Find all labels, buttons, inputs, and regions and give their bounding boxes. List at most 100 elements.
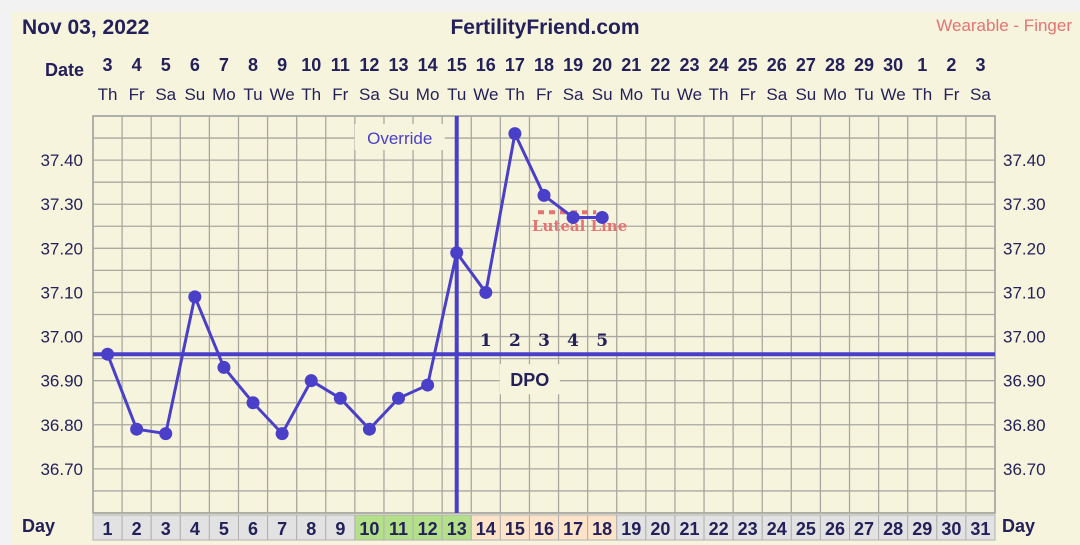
weekday-label: We bbox=[881, 85, 906, 104]
override-label: Override bbox=[367, 129, 432, 148]
date-label: 8 bbox=[248, 55, 258, 75]
weekday-label: Fr bbox=[943, 85, 959, 104]
temperature-point bbox=[275, 427, 289, 441]
day-number: 15 bbox=[505, 519, 525, 539]
y-tick-label-right: 37.30 bbox=[1003, 195, 1046, 214]
day-number: 1 bbox=[103, 519, 113, 539]
date-label: 16 bbox=[476, 55, 496, 75]
weekday-label: Sa bbox=[970, 85, 991, 104]
day-number: 28 bbox=[883, 519, 903, 539]
day-number: 11 bbox=[389, 519, 408, 539]
date-label: 29 bbox=[854, 55, 874, 75]
temperature-point bbox=[566, 210, 580, 224]
day-cell bbox=[761, 514, 792, 541]
day-cell bbox=[92, 514, 123, 541]
date-label: 1 bbox=[917, 55, 927, 75]
weekday-label: Fr bbox=[332, 85, 348, 104]
temperature-point bbox=[450, 246, 464, 260]
weekday-label: We bbox=[270, 85, 295, 104]
weekday-label: We bbox=[473, 85, 498, 104]
date-row-label: Date bbox=[45, 60, 84, 80]
temperature-point bbox=[130, 422, 144, 436]
y-tick-label-left: 36.80 bbox=[40, 416, 83, 435]
weekday-label: Th bbox=[912, 85, 932, 104]
day-cell bbox=[412, 514, 443, 541]
dpo-label-bg bbox=[499, 364, 560, 395]
y-tick-label-left: 37.20 bbox=[40, 239, 83, 258]
day-number: 8 bbox=[306, 519, 316, 539]
date-label: 22 bbox=[650, 55, 670, 75]
temperature-line bbox=[106, 128, 603, 437]
day-row-label-right: Day bbox=[1002, 516, 1035, 536]
day-cell bbox=[470, 514, 501, 541]
day-cell bbox=[528, 514, 560, 541]
y-tick-label-right: 37.20 bbox=[1003, 239, 1046, 258]
chart-panel: Nov 03, 2022 FertilityFriend.com Wearabl… bbox=[12, 12, 1080, 545]
date-label: 26 bbox=[767, 55, 787, 75]
temperature-point bbox=[159, 427, 173, 441]
weekday-label: Mo bbox=[823, 85, 847, 104]
day-number: 25 bbox=[796, 519, 816, 539]
y-tick-label-right: 37.10 bbox=[1003, 283, 1046, 302]
day-cell bbox=[878, 514, 909, 541]
date-label: 9 bbox=[277, 55, 287, 75]
y-tick-label-right: 37.40 bbox=[1003, 151, 1046, 170]
day-cell bbox=[383, 514, 414, 541]
temperature-point bbox=[421, 378, 435, 392]
temperature-point bbox=[392, 391, 406, 405]
weekday-label: Th bbox=[98, 85, 118, 104]
day-cell bbox=[819, 514, 851, 541]
day-number: 9 bbox=[335, 519, 345, 539]
weekday-label: Su bbox=[184, 85, 205, 104]
date-label: 18 bbox=[534, 55, 554, 75]
day-cell bbox=[587, 514, 618, 541]
day-row-label-left: Day bbox=[22, 516, 55, 536]
source-label: Wearable - Finger bbox=[936, 16, 1072, 35]
y-tick-label-left: 36.70 bbox=[40, 460, 83, 479]
luteal-line-label: Luteal Line bbox=[532, 217, 627, 235]
day-cell bbox=[208, 514, 239, 541]
temperature-point bbox=[362, 422, 376, 436]
date-label: 12 bbox=[359, 55, 379, 75]
day-number: 7 bbox=[277, 519, 287, 539]
day-number: 2 bbox=[132, 519, 142, 539]
weekday-label: Mo bbox=[212, 85, 236, 104]
day-number: 20 bbox=[650, 519, 670, 539]
day-cell bbox=[325, 514, 356, 541]
day-cell bbox=[150, 514, 181, 541]
weekday-label: Th bbox=[505, 85, 525, 104]
dpo-number: 1 bbox=[480, 331, 492, 351]
temperature-point bbox=[479, 285, 493, 299]
date-label: 11 bbox=[331, 55, 350, 75]
weekday-label: Su bbox=[388, 85, 409, 104]
date-label: 5 bbox=[161, 55, 171, 75]
day-number: 19 bbox=[621, 519, 641, 539]
date-label: 10 bbox=[301, 55, 321, 75]
dpo-number: 2 bbox=[509, 331, 521, 351]
chart-date: Nov 03, 2022 bbox=[22, 16, 149, 39]
day-cell bbox=[790, 514, 821, 541]
weekday-label: Fr bbox=[129, 85, 145, 104]
day-number: 5 bbox=[219, 519, 229, 539]
dpo-number: 3 bbox=[538, 331, 550, 351]
day-number: 16 bbox=[534, 519, 554, 539]
temperature-point bbox=[246, 396, 260, 410]
dpo-number: 4 bbox=[567, 331, 579, 351]
day-number: 29 bbox=[912, 519, 932, 539]
date-label: 15 bbox=[447, 55, 467, 75]
y-tick-label-right: 36.90 bbox=[1003, 372, 1046, 391]
date-label: 17 bbox=[505, 55, 525, 75]
date-label: 24 bbox=[709, 55, 729, 75]
bbt-chart: Nov 03, 2022 FertilityFriend.com Wearabl… bbox=[22, 16, 1072, 541]
temperature-point bbox=[217, 360, 231, 374]
dpo-number: 5 bbox=[596, 331, 608, 351]
day-number: 3 bbox=[161, 519, 171, 539]
day-number: 31 bbox=[970, 519, 990, 539]
day-number: 24 bbox=[767, 519, 787, 539]
day-number: 13 bbox=[447, 519, 467, 539]
day-cell bbox=[296, 514, 327, 541]
temperature-point bbox=[188, 290, 202, 304]
temperature-point bbox=[333, 391, 347, 405]
date-label: 27 bbox=[796, 55, 816, 75]
y-tick-label-left: 37.30 bbox=[40, 195, 83, 214]
